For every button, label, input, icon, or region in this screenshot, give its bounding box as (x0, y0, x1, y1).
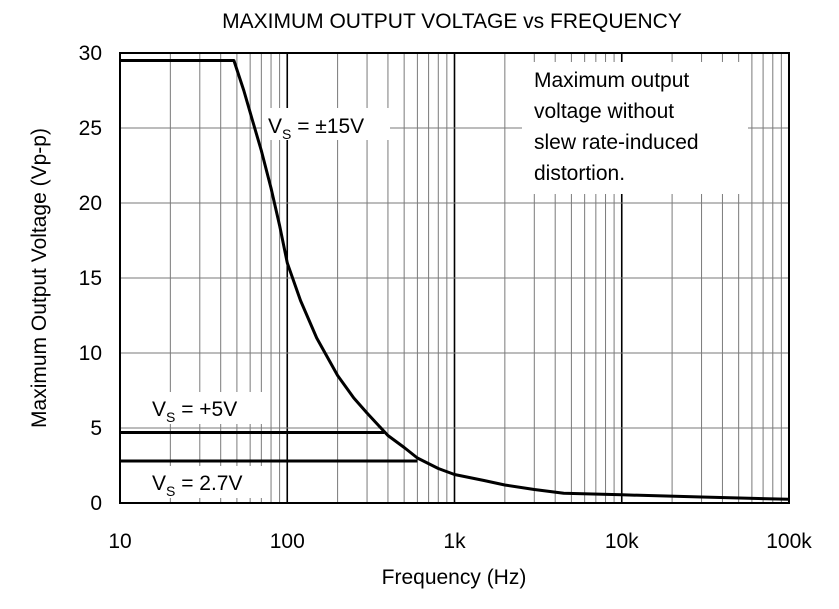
chart-title: MAXIMUM OUTPUT VOLTAGE vs FREQUENCY (222, 10, 682, 33)
y-tick-label: 0 (90, 492, 102, 515)
svg-text:VS = 2.7V: VS = 2.7V (152, 472, 243, 499)
x-tick-label: 10k (605, 530, 639, 553)
x-axis-label: Frequency (Hz) (382, 566, 527, 589)
x-tick-label: 100k (766, 530, 812, 553)
y-tick-label: 20 (79, 192, 102, 215)
label-background-5v (146, 392, 266, 424)
annotation: Maximum output voltage without slew rate… (534, 69, 699, 185)
grid (120, 53, 789, 503)
x-tick-label: 10 (108, 530, 131, 553)
annotation-line: Maximum output (534, 69, 689, 92)
y-tick-label: 25 (79, 117, 102, 140)
y-tick-label: 15 (79, 267, 102, 290)
tick-labels: 10 100 1k 10k 100k 0 5 10 15 20 25 30 (79, 42, 813, 553)
x-tick-label: 100 (270, 530, 305, 553)
annotation-line: distortion. (534, 162, 625, 185)
series-lines (120, 59, 790, 501)
y-tick-label: 10 (79, 342, 102, 365)
y-axis-label: Maximum Output Voltage (Vp-p) (28, 128, 51, 428)
plot-frame (119, 52, 790, 504)
svg-text:VS = ±15V: VS = ±15V (268, 115, 364, 142)
label-backgrounds (146, 62, 748, 498)
annotation-line: slew rate-induced (534, 131, 699, 154)
series-label-5v: VS = +5V (152, 398, 237, 425)
label-background-15v (262, 108, 390, 140)
annotation-background (522, 62, 748, 194)
y-tick-label: 5 (90, 417, 102, 440)
series-label-2-7v: VS = 2.7V (152, 472, 243, 499)
series-label-15v: VS = ±15V (268, 115, 364, 142)
x-tick-label: 1k (443, 530, 466, 553)
annotation-line: voltage without (534, 100, 674, 123)
series-line-15v (120, 59, 790, 501)
y-tick-label: 30 (79, 42, 102, 65)
svg-text:VS = +5V: VS = +5V (152, 398, 237, 425)
label-background-2-7v (146, 466, 268, 498)
